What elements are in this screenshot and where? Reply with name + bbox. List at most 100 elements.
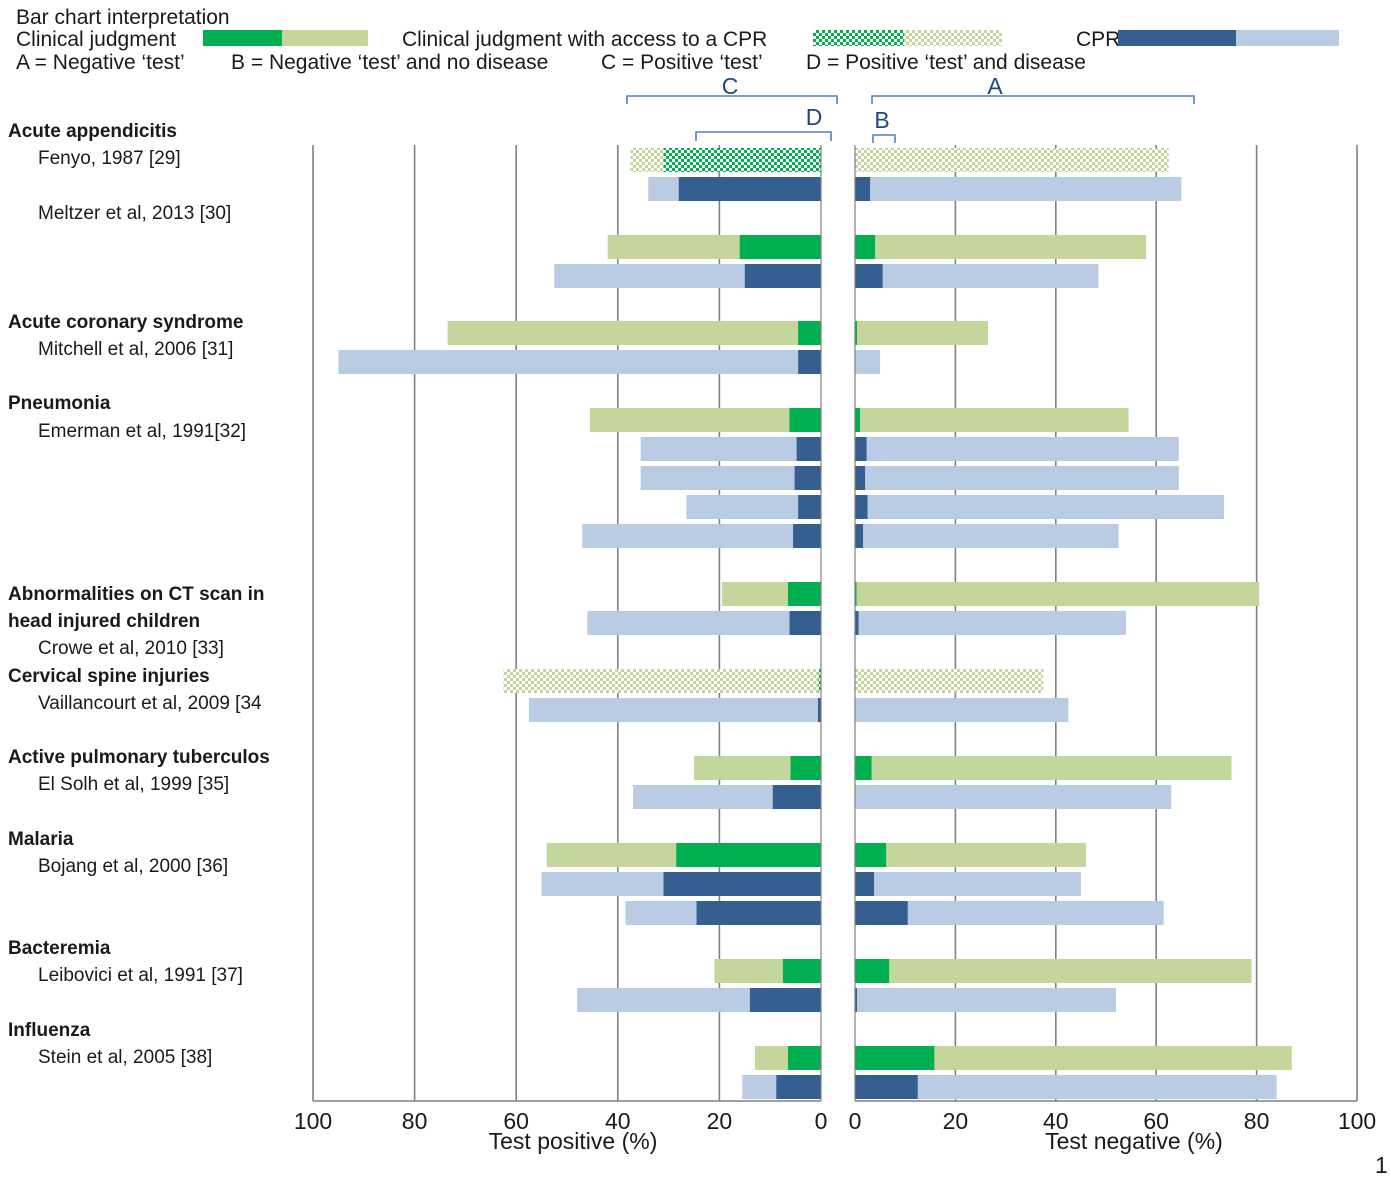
legend-clinical-label: Clinical judgment xyxy=(16,28,176,51)
study-label: Crowe et al, 2010 [33] xyxy=(38,638,224,659)
page-number: 1 xyxy=(1375,1152,1388,1177)
study-label: El Solh et al, 1999 [35] xyxy=(38,774,229,795)
bar-positive-and-disease xyxy=(749,988,821,1012)
group-heading: Influenza xyxy=(8,1020,91,1041)
bar-test-negative xyxy=(855,959,1252,983)
bar-test-negative xyxy=(855,872,1081,896)
bar-row-12 xyxy=(721,582,1260,606)
legend-clinical-swatch-dark xyxy=(203,30,282,46)
bar-test-negative xyxy=(855,843,1086,867)
bar-row-22 xyxy=(577,988,1117,1012)
tick-label-right: 40 xyxy=(1043,1108,1069,1134)
bar-negative-and-no-disease xyxy=(855,1075,918,1099)
bar-test-negative xyxy=(855,177,1182,201)
bar-negative-and-no-disease xyxy=(855,582,857,606)
bar-row-11 xyxy=(582,524,1119,548)
bar-negative-and-no-disease xyxy=(855,611,859,635)
bar-positive-and-disease xyxy=(798,495,821,519)
tick-label-left: 0 xyxy=(815,1108,828,1134)
bar-row-1 xyxy=(630,148,1169,172)
legend-def-a: A = Negative ‘test’ xyxy=(16,51,185,74)
bracket-b-label: B xyxy=(874,107,889,133)
bar-positive-and-disease xyxy=(817,698,821,722)
study-label: Mitchell et al, 2006 [31] xyxy=(38,339,233,360)
bar-negative-and-no-disease xyxy=(855,872,875,896)
bar-positive-and-disease xyxy=(798,321,821,345)
study-label: Meltzer et al, 2013 [30] xyxy=(38,203,231,224)
tick-label-right: 80 xyxy=(1244,1108,1270,1134)
bar-row-8 xyxy=(640,437,1179,461)
group-heading: Bacteremia xyxy=(8,938,111,959)
bar-test-negative xyxy=(855,524,1119,548)
bar-negative-and-no-disease xyxy=(855,988,858,1012)
bar-row-17 xyxy=(633,785,1172,809)
bar-row-9 xyxy=(640,466,1179,490)
bar-row-19 xyxy=(541,872,1081,896)
bar-negative-and-no-disease xyxy=(855,959,890,983)
bar-positive-and-disease xyxy=(678,177,821,201)
bracket-c xyxy=(626,95,838,104)
bar-positive-and-disease xyxy=(663,148,821,172)
bar-test-negative xyxy=(855,698,1069,722)
group-heading: Abnormalities on CT scan in xyxy=(8,584,265,605)
bar-negative-and-no-disease xyxy=(855,177,871,201)
tick-label-left: 20 xyxy=(707,1108,733,1134)
bar-row-23 xyxy=(754,1046,1292,1070)
bar-negative-and-no-disease xyxy=(855,321,858,345)
tick-label-right: 60 xyxy=(1143,1108,1169,1134)
bar-test-positive xyxy=(528,698,821,722)
legend-cpr-access-swatch-dark xyxy=(813,30,904,46)
bar-test-negative xyxy=(855,669,1044,693)
legend-cpr-label: CPR xyxy=(1076,28,1120,51)
legend-cpr-access-swatch-light xyxy=(904,30,1002,46)
bar-positive-and-disease xyxy=(798,350,821,374)
group-heading: Active pulmonary tuberculos xyxy=(8,747,270,768)
bar-positive-and-disease xyxy=(739,235,821,259)
bar-positive-and-disease xyxy=(789,408,821,432)
group-heading: Acute appendicitis xyxy=(8,121,177,142)
bar-positive-and-disease xyxy=(676,843,821,867)
bar-positive-and-disease xyxy=(772,785,821,809)
bar-test-negative xyxy=(855,988,1117,1012)
bar-negative-and-no-disease xyxy=(855,264,883,288)
bar-positive-and-disease xyxy=(818,669,821,693)
bar-test-negative xyxy=(855,350,881,374)
bar-test-positive xyxy=(447,321,821,345)
study-label: Bojang et al, 2000 [36] xyxy=(38,856,228,877)
bar-row-16 xyxy=(694,756,1232,780)
bar-positive-and-disease xyxy=(782,959,821,983)
bar-test-negative xyxy=(855,611,1127,635)
study-label: Fenyo, 1987 [29] xyxy=(38,148,181,169)
tick-label-left: 100 xyxy=(294,1108,332,1134)
legend-def-b: B = Negative ‘test’ and no disease xyxy=(231,51,548,74)
x-axes: 100 80 60 40 20 0 0 20 40 60 80 100 xyxy=(294,145,1376,1134)
bar-row-6 xyxy=(338,350,881,374)
bar-positive-and-disease xyxy=(663,872,821,896)
bar-test-negative xyxy=(855,785,1172,809)
bar-test-positive xyxy=(589,408,821,432)
bracket-c-label: C xyxy=(722,73,739,99)
legend-cpr-swatch-light xyxy=(1236,30,1339,46)
bar-negative-and-no-disease xyxy=(855,235,876,259)
study-label: Stein et al, 2005 [38] xyxy=(38,1047,212,1068)
tick-label-right: 20 xyxy=(943,1108,969,1134)
bar-negative-and-no-disease xyxy=(855,437,867,461)
bar-negative-and-no-disease xyxy=(855,495,868,519)
bar-positive-and-disease xyxy=(794,466,821,490)
bar-positive-and-disease xyxy=(789,611,821,635)
bar-test-negative xyxy=(855,264,1099,288)
bar-test-negative xyxy=(855,321,989,345)
bar-row-2 xyxy=(648,177,1182,201)
bar-row-10 xyxy=(686,495,1224,519)
group-heading: Malaria xyxy=(8,829,74,850)
bar-test-negative xyxy=(855,437,1179,461)
legend-cpr-access-label: Clinical judgment with access to a CPR xyxy=(402,28,767,51)
bar-row-15 xyxy=(528,698,1069,722)
legend-cpr-swatch-dark xyxy=(1118,30,1236,46)
bar-row-13 xyxy=(587,611,1127,635)
bar-positive-and-disease xyxy=(793,524,821,548)
study-label: Emerman et al, 1991[32] xyxy=(38,421,246,442)
bar-test-negative xyxy=(855,148,1169,172)
bar-test-negative xyxy=(855,756,1232,780)
bar-positive-and-disease xyxy=(787,1046,821,1070)
